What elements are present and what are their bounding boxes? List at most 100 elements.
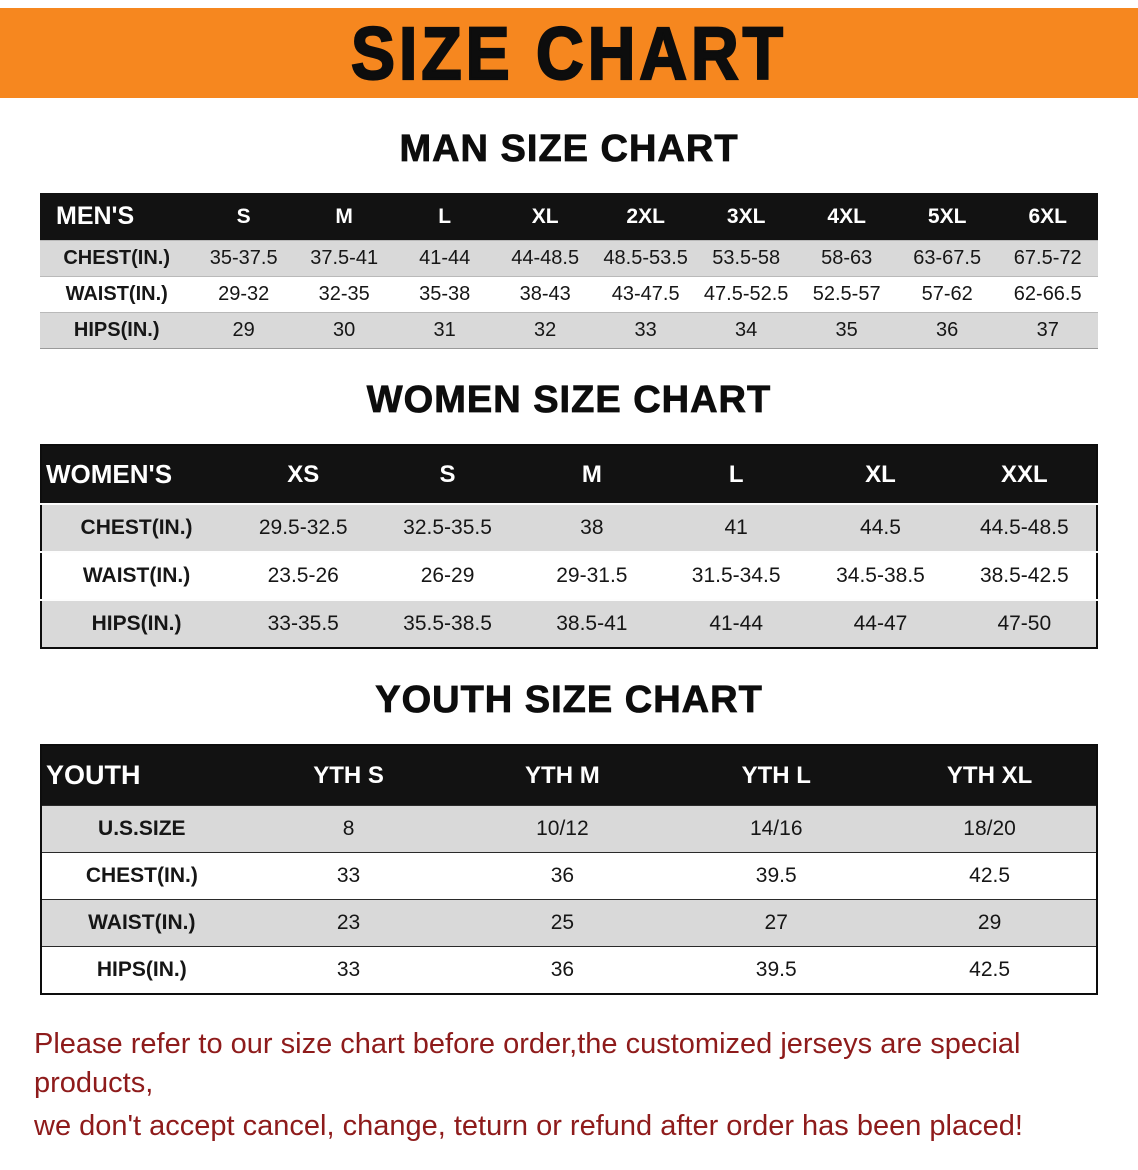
size-value: 8 bbox=[342, 817, 355, 840]
size-value: 47-50 bbox=[997, 612, 1052, 635]
size-value: 14/16 bbox=[749, 817, 803, 840]
size-value: 29.5-32.5 bbox=[258, 516, 348, 539]
row-label: WAIST(IN.) bbox=[88, 911, 196, 934]
table-row: WAIST(IN.) 23 25 27 29 bbox=[41, 899, 1097, 947]
size-value: 39.5 bbox=[755, 864, 797, 887]
size-value: 29-32 bbox=[218, 283, 270, 305]
size-column-header: YTH XL bbox=[883, 745, 1097, 806]
size-value: 44.5-48.5 bbox=[979, 516, 1069, 539]
size-value: 38.5-41 bbox=[556, 612, 628, 635]
size-value: 18/20 bbox=[963, 817, 1016, 840]
table-row: WAIST(IN.) 23.5-26 26-29 29-31.5 31.5-34.5 34… bbox=[41, 552, 1097, 600]
row-label: WAIST(IN.) bbox=[82, 564, 191, 587]
row-label: HIPS(IN.) bbox=[96, 958, 187, 981]
size-column-header: YTH S bbox=[241, 745, 456, 806]
size-value: 44-47 bbox=[853, 612, 908, 635]
women-size-table: WOMEN'S XS S M L XL XXL CHEST(IN.) 29.5-32.5 32.5… bbox=[40, 444, 1098, 649]
row-label: HIPS(IN.) bbox=[73, 319, 160, 341]
size-column-header: S bbox=[193, 193, 294, 241]
women-chart-title: WOMEN SIZE CHART bbox=[366, 379, 772, 422]
table-row: U.S.SIZE 8 10/12 14/16 18/20 bbox=[41, 805, 1097, 853]
man-size-table: MEN'S S M L XL 2XL 3XL 4XL 5XL 6XL CHEST(IN.) 35-37… bbox=[40, 193, 1098, 349]
size-value: 33 bbox=[634, 319, 657, 341]
size-value: 33-35.5 bbox=[267, 612, 339, 635]
table-row: CHEST(IN.) 29.5-32.5 32.5-35.5 38 41 44.5 44.5… bbox=[41, 504, 1097, 552]
table-header-row: YOUTH YTH S YTH M YTH L YTH XL bbox=[41, 745, 1097, 806]
row-label: U.S.SIZE bbox=[98, 817, 186, 840]
size-column-header: L bbox=[664, 445, 809, 504]
size-value: 32.5-35.5 bbox=[403, 516, 492, 539]
size-column-header: 3XL bbox=[695, 193, 797, 241]
footer-warning-line-1: Please refer to our size chart before or… bbox=[34, 1028, 1021, 1100]
size-value: 23 bbox=[336, 911, 361, 934]
size-value: 25 bbox=[550, 911, 575, 934]
size-column-header: M bbox=[519, 445, 665, 504]
footer-warning-line-2: we don't accept cancel, change, teturn o… bbox=[34, 1110, 1023, 1143]
table-row: HIPS(IN.) 33-35.5 35.5-38.5 38.5-41 41-44 44-… bbox=[41, 600, 1097, 648]
size-value: 23.5-26 bbox=[267, 564, 339, 587]
size-value: 67.5-72 bbox=[1013, 247, 1082, 269]
size-value: 37.5-41 bbox=[310, 247, 379, 269]
size-value: 31 bbox=[433, 319, 456, 341]
size-value: 36 bbox=[550, 958, 575, 981]
size-column-header: M bbox=[293, 193, 395, 241]
size-value: 62-66.5 bbox=[1013, 283, 1082, 305]
size-value: 37 bbox=[1036, 319, 1059, 341]
size-value: 29 bbox=[977, 911, 1002, 934]
size-value: 32 bbox=[534, 319, 557, 341]
size-column-header: 5XL bbox=[896, 193, 998, 241]
size-value: 36 bbox=[550, 864, 575, 887]
table-row: WAIST(IN.) 29-32 32-35 35-38 38-43 43-47.5 47.… bbox=[40, 276, 1098, 313]
size-value: 33 bbox=[336, 958, 361, 981]
size-value: 53.5-58 bbox=[712, 247, 781, 269]
size-value: 35.5-38.5 bbox=[403, 612, 492, 635]
table-group-label: WOMEN'S bbox=[41, 445, 232, 504]
size-column-header: XXL bbox=[952, 445, 1097, 504]
size-column-header: XL bbox=[808, 445, 953, 504]
banner: SIZE CHART bbox=[0, 8, 1138, 98]
youth-chart-title: YOUTH SIZE CHART bbox=[375, 679, 763, 722]
row-label: CHEST(IN.) bbox=[85, 864, 198, 887]
size-value: 34.5-38.5 bbox=[836, 564, 925, 587]
size-value: 38 bbox=[580, 516, 604, 539]
size-value: 39.5 bbox=[755, 958, 797, 981]
size-value: 43-47.5 bbox=[611, 283, 680, 305]
youth-size-chart-section: YOUTH SIZE CHART YOUTH YTH S YTH M YTH L YTH… bbox=[0, 679, 1138, 995]
size-value: 48.5-53.5 bbox=[603, 247, 688, 269]
row-label: CHEST(IN.) bbox=[63, 247, 171, 269]
size-value: 36 bbox=[936, 319, 959, 341]
size-value: 29-31.5 bbox=[556, 564, 628, 587]
size-value: 42.5 bbox=[969, 864, 1011, 887]
size-value: 31.5-34.5 bbox=[691, 564, 781, 587]
size-value: 35 bbox=[835, 319, 858, 341]
size-column-header: 4XL bbox=[796, 193, 897, 241]
size-column-header: YTH M bbox=[455, 745, 670, 806]
size-column-header: XS bbox=[231, 445, 376, 504]
table-header-row: MEN'S S M L XL 2XL 3XL 4XL 5XL 6XL bbox=[40, 193, 1098, 241]
size-value: 32-35 bbox=[318, 283, 370, 305]
table-row: CHEST(IN.) 33 36 39.5 42.5 bbox=[41, 852, 1097, 900]
size-column-header: 2XL bbox=[595, 193, 696, 241]
size-column-header: 6XL bbox=[997, 193, 1098, 241]
size-value: 35-37.5 bbox=[209, 247, 278, 269]
size-value: 34 bbox=[735, 319, 758, 341]
size-value: 30 bbox=[333, 319, 356, 341]
table-group-label: MEN'S bbox=[40, 193, 194, 241]
row-label: CHEST(IN.) bbox=[80, 516, 193, 539]
table-header-row: WOMEN'S XS S M L XL XXL bbox=[41, 445, 1097, 504]
footer-warning: Please refer to our size chart before or… bbox=[0, 1025, 1138, 1170]
size-value: 41-44 bbox=[709, 612, 764, 635]
size-value: 38-43 bbox=[519, 283, 571, 305]
page-title: SIZE CHART bbox=[350, 10, 787, 95]
table-group-label: YOUTH bbox=[41, 745, 242, 806]
table-row: HIPS(IN.) 29 30 31 32 33 34 35 36 37 bbox=[40, 312, 1098, 349]
size-column-header: YTH L bbox=[669, 745, 884, 806]
row-label: WAIST(IN.) bbox=[65, 283, 168, 305]
size-column-header: L bbox=[394, 193, 495, 241]
table-row: CHEST(IN.) 35-37.5 37.5-41 41-44 44-48.5 48.5… bbox=[40, 240, 1098, 277]
women-size-chart-section: WOMEN SIZE CHART WOMEN'S XS S M L XL XXL CHEST(… bbox=[0, 379, 1138, 649]
size-value: 63-67.5 bbox=[913, 247, 982, 269]
size-value: 52.5-57 bbox=[812, 283, 881, 305]
size-column-header: XL bbox=[494, 193, 596, 241]
